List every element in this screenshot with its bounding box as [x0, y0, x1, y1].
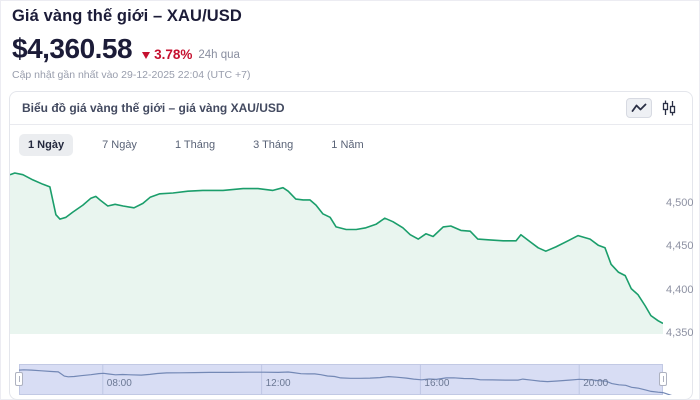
tab-7-days[interactable]: 7 Ngày — [93, 134, 146, 156]
tab-3-months[interactable]: 3 Tháng — [244, 134, 302, 156]
navigator[interactable] — [18, 364, 688, 400]
chart-title: Biểu đồ giá vàng thế giới – giá vàng XAU… — [22, 101, 285, 115]
price-change-percent: 3.78% — [154, 47, 193, 62]
price-value: $4,360.58 — [12, 33, 133, 64]
down-arrow-icon — [142, 52, 151, 59]
navigator-line-tail — [662, 392, 687, 400]
price-line-chart — [9, 162, 664, 354]
tab-1-year[interactable]: 1 Năm — [322, 134, 372, 156]
tab-1-day[interactable]: 1 Ngày — [19, 134, 74, 156]
page-header: Giá vàng thế giới – XAU/USD — [12, 7, 242, 26]
line-chart-icon — [631, 103, 647, 112]
chart-type-switcher — [626, 98, 682, 118]
range-tabs: 1 Ngày 7 Ngày 1 Tháng 3 Tháng 1 Năm — [19, 134, 373, 156]
navigator-band[interactable] — [19, 364, 663, 395]
price-row: $4,360.58 3.78% 24h qua — [12, 33, 240, 65]
y-axis-label: 4,500 — [666, 196, 694, 209]
y-axis-label: 4,350 — [666, 327, 694, 339]
x-axis-label: 20:00 — [583, 378, 609, 389]
candlestick-chart-toggle-button[interactable] — [656, 98, 682, 118]
tab-1-month[interactable]: 1 Tháng — [166, 134, 224, 156]
price-change: 3.78% — [142, 47, 192, 62]
last-updated-text: Cập nhật gần nhất vào 29-12-2025 22:04 (… — [12, 69, 251, 81]
y-axis-label: 4,450 — [666, 240, 694, 253]
x-axis-label: 16:00 — [424, 378, 450, 389]
x-axis-label: 12:00 — [265, 378, 291, 389]
chart-panel-header: Biểu đồ giá vàng thế giới – giá vàng XAU… — [10, 92, 692, 125]
chart-line — [9, 172, 664, 325]
candlestick-icon — [662, 100, 676, 116]
page-title: Giá vàng thế giới – XAU/USD — [12, 7, 242, 25]
chart-area-fill — [10, 173, 663, 334]
chart-panel: Biểu đồ giá vàng thế giới – giá vàng XAU… — [9, 91, 694, 400]
change-period-label: 24h qua — [198, 49, 240, 61]
navigator-left-handle[interactable] — [15, 372, 23, 386]
navigator-line — [18, 369, 664, 394]
line-chart-toggle-button[interactable] — [626, 98, 652, 118]
x-axis-label: 08:00 — [106, 378, 132, 389]
navigator-right-handle[interactable] — [659, 372, 667, 386]
y-axis-label: 4,400 — [666, 283, 694, 296]
